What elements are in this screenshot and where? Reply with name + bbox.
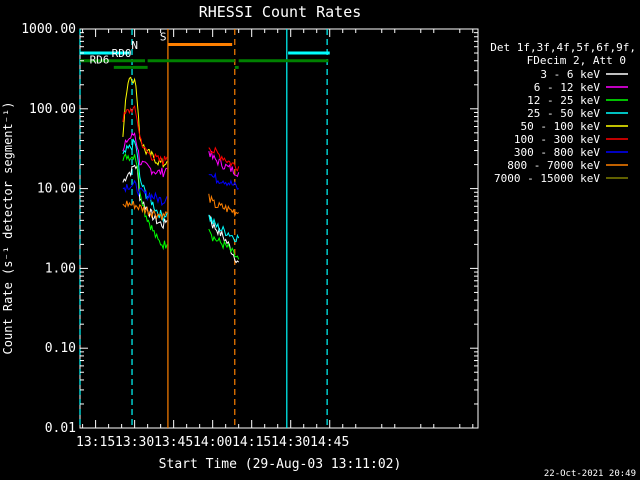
y-tick-label: 0.10 <box>45 341 76 356</box>
series-line <box>122 200 168 221</box>
y-tick-label: 0.01 <box>45 421 76 436</box>
series-line <box>208 214 240 264</box>
state-bar-label: N <box>131 39 138 52</box>
legend-entry-label: 800 - 7000 keV <box>507 159 600 172</box>
plot-frame <box>79 28 479 429</box>
state-bar-label: RD6 <box>90 53 110 66</box>
series-line <box>208 193 239 218</box>
y-tick-label: 100.00 <box>29 102 76 117</box>
x-axis-label: Start Time (29-Aug-03 13:11:02) <box>159 457 402 472</box>
timestamp: 22-Oct-2021 20:49 <box>544 469 636 479</box>
y-tick-label: 1.00 <box>45 261 76 276</box>
data-series <box>122 76 240 264</box>
x-tick-label: 13:45 <box>154 435 193 450</box>
series-line <box>208 172 239 190</box>
y-tick-label: 10.00 <box>37 182 76 197</box>
legend-title-line: FDecim 2, Att 0 <box>527 54 626 67</box>
series-line <box>122 179 168 207</box>
x-tick-label: 14:45 <box>310 435 349 450</box>
y-tick-label: 1000.00 <box>21 22 76 37</box>
state-bar-label: S <box>160 30 167 43</box>
series-line <box>208 146 240 172</box>
legend-entry-label: 300 - 800 keV <box>514 146 600 159</box>
event-markers <box>79 29 328 428</box>
x-tick-label: 14:30 <box>271 435 310 450</box>
series-line <box>122 138 168 223</box>
y-axis: 0.01 0.10 1.00 10.00 100.00 1000.00 <box>21 22 478 436</box>
legend: Det 1f,3f,4f,5f,6f,9f,FDecim 2, Att 03 -… <box>490 41 636 185</box>
legend-entry-label: 3 - 6 keV <box>540 68 600 81</box>
series-line <box>122 164 168 230</box>
legend-entry-label: 6 - 12 keV <box>534 81 601 94</box>
x-axis: 13:15 13:30 13:45 14:00 14:15 14:30 14:45 <box>76 29 474 450</box>
y-axis-label: Count Rate (s⁻¹ detector segment⁻¹) <box>1 102 15 355</box>
x-tick-label: 13:30 <box>115 435 154 450</box>
series-line <box>122 105 168 166</box>
legend-title-line: Det 1f,3f,4f,5f,6f,9f, <box>490 41 636 54</box>
state-bar-label: RD0 <box>112 47 132 60</box>
x-tick-label: 14:00 <box>193 435 232 450</box>
series-line <box>208 228 240 260</box>
chart-title: RHESSI Count Rates <box>199 3 362 21</box>
x-tick-label: 13:15 <box>76 435 115 450</box>
series-line <box>208 150 240 178</box>
legend-entry-label: 12 - 25 keV <box>527 94 600 107</box>
series-line <box>122 152 168 251</box>
series-line <box>208 214 240 243</box>
legend-entry-label: 25 - 50 keV <box>527 107 600 120</box>
series-line <box>122 132 168 178</box>
legend-entry-label: 100 - 300 keV <box>514 133 600 146</box>
legend-entry-label: 50 - 100 keV <box>521 120 601 133</box>
x-tick-label: 14:15 <box>232 435 271 450</box>
legend-entry-label: 7000 - 15000 keV <box>494 172 600 185</box>
